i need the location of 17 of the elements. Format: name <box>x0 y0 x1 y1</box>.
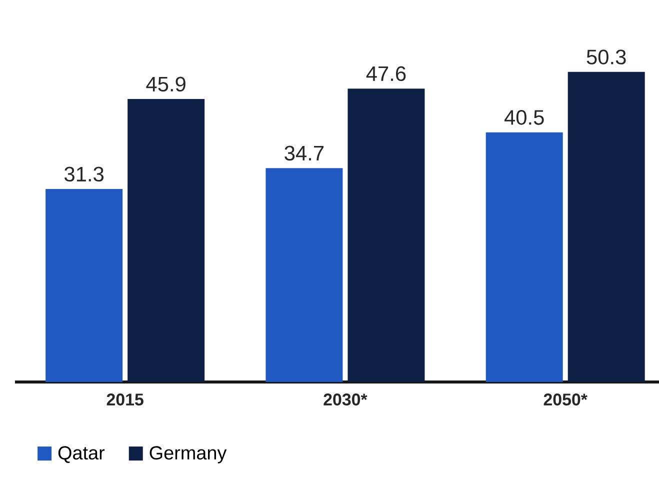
bar <box>568 72 645 382</box>
data-label: 45.9 <box>146 76 186 92</box>
legend-label: Qatar <box>58 446 105 463</box>
data-label: 34.7 <box>284 146 324 161</box>
data-label: 47.6 <box>366 66 406 82</box>
legend-label: Germany <box>150 446 227 464</box>
x-tick-label: 2015 <box>106 394 144 406</box>
bar <box>46 189 123 382</box>
bar <box>266 168 343 382</box>
bar <box>348 88 425 382</box>
bar <box>128 99 205 382</box>
data-label: 40.5 <box>504 110 544 125</box>
bar <box>486 132 563 382</box>
x-tick-label: 2050* <box>544 394 588 406</box>
data-label: 31.3 <box>64 166 104 182</box>
data-label: 50.3 <box>586 50 626 64</box>
x-tick-label: 2030* <box>324 394 368 406</box>
